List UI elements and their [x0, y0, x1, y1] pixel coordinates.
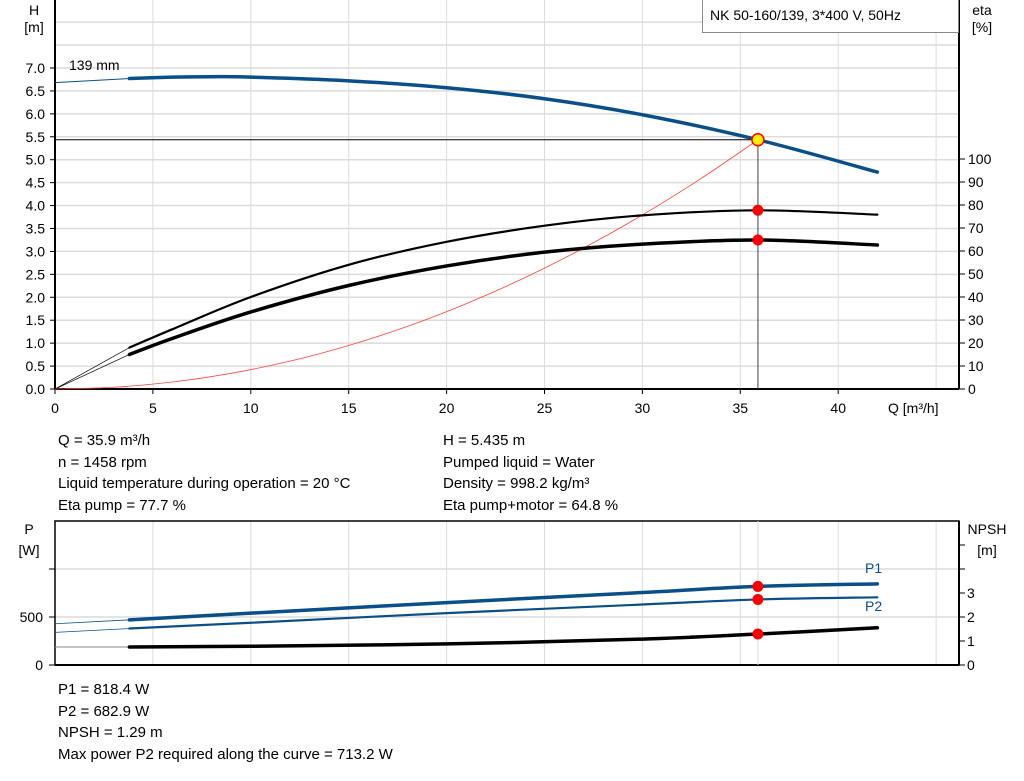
- head-curve: [127, 74, 880, 174]
- info-flow: Q = 35.9 m³/h: [58, 432, 151, 449]
- npsh-tick-label: 3: [967, 585, 975, 601]
- y-tick-label-left: 3.5: [26, 220, 46, 236]
- y-tick-label-right: 20: [968, 335, 984, 351]
- npsh-tick-label: 0: [967, 657, 975, 673]
- eta-pump-point: [752, 204, 764, 216]
- y-tick-label-left: 0.0: [26, 381, 46, 397]
- y-tick-label-left: 3.0: [26, 243, 46, 259]
- y-tick-label-left: 0.5: [26, 358, 46, 374]
- x-axis-label: Q [m³/h]: [888, 400, 939, 416]
- y-tick-label-right: 30: [968, 312, 984, 328]
- info-npsh: NPSH = 1.29 m: [58, 724, 163, 741]
- x-tick-label: 0: [51, 400, 59, 416]
- info-p1: P1 = 818.4 W: [58, 681, 150, 698]
- info-head: H = 5.435 m: [443, 432, 526, 449]
- y-tick-label-left: 6.5: [26, 83, 46, 99]
- info-p2: P2 = 682.9 W: [58, 702, 150, 720]
- p-tick-label: 0: [35, 657, 43, 673]
- y-tick-label-right: 60: [968, 243, 984, 259]
- info-top-right: H = 5.435 m Pumped liquid = Water Densit…: [443, 430, 618, 516]
- y-tick-label-left: 2.5: [26, 266, 46, 282]
- npsh-axis-unit: [m]: [977, 542, 996, 558]
- eta-pump-curve: [128, 209, 879, 349]
- duty-point: [751, 133, 765, 147]
- y-axis-label-left: H: [29, 2, 39, 18]
- y-tick-label-left: 1.5: [26, 312, 46, 328]
- info-density: Density = 998.2 kg/m³: [443, 475, 590, 492]
- p1-extension: [54, 619, 130, 625]
- info-top-left: Q = 35.9 m³/h n = 1458 rpm Liquid temper…: [58, 430, 350, 516]
- system-curve: [54, 139, 759, 390]
- y-tick-label-left: 5.0: [26, 152, 46, 168]
- y-tick-label-right: 70: [968, 220, 984, 236]
- info-eta-pump: Eta pump = 77.7 %: [58, 496, 186, 514]
- x-tick-label: 20: [439, 400, 455, 416]
- y-tick-label-left: 2.0: [26, 289, 46, 305]
- npsh-tick-label: 2: [967, 609, 975, 625]
- legend-box: [702, 0, 959, 33]
- p1-curve: [127, 582, 880, 622]
- y-tick-label-left: 7.0: [26, 60, 46, 76]
- npsh-axis-label: NPSH: [968, 521, 1007, 537]
- npsh-point: [752, 628, 764, 640]
- y-tick-label-right: 40: [968, 289, 984, 305]
- p-tick-label: 500: [20, 609, 44, 625]
- x-tick-label: 10: [243, 400, 259, 416]
- y-axis-unit-right: [%]: [972, 19, 992, 35]
- info-eta-pump-motor: Eta pump+motor = 64.8 %: [443, 496, 619, 514]
- npsh-curve: [127, 626, 880, 649]
- y-tick-label-right: 0: [968, 381, 976, 397]
- p2-extension: [54, 628, 130, 633]
- npsh-tick-label: 1: [967, 633, 975, 649]
- p1-label: P1: [865, 560, 882, 576]
- info-pumped-liquid: Pumped liquid = Water: [443, 453, 595, 471]
- y-tick-label-right: 90: [968, 174, 984, 190]
- y-tick-label-left: 4.0: [26, 198, 46, 214]
- info-max-p2: Max power P2 required along the curve = …: [58, 745, 393, 763]
- eta-pump-motor-point: [752, 234, 764, 246]
- y-tick-label-right: 50: [968, 266, 984, 282]
- eta-pump-motor-extension: [54, 354, 130, 390]
- y-axis-unit-left: [m]: [24, 19, 43, 35]
- x-tick-label: 5: [149, 400, 157, 416]
- y-tick-label-right: 80: [968, 197, 984, 213]
- y-axis-label-right: eta: [972, 2, 992, 18]
- p-axis-unit: [W]: [19, 542, 40, 558]
- eta-pump-extension: [54, 347, 130, 390]
- info-bottom: P1 = 818.4 W P2 = 682.9 W NPSH = 1.29 m …: [58, 679, 393, 765]
- y-tick-label-right: 100: [968, 151, 992, 167]
- x-tick-label: 15: [341, 400, 357, 416]
- y-tick-label-left: 1.0: [26, 335, 46, 351]
- eta-pump-motor-curve: [127, 238, 880, 357]
- impeller-annotation: 139 mm: [69, 57, 120, 73]
- y-tick-label-left: 4.5: [26, 175, 46, 191]
- p2-label: P2: [865, 598, 882, 614]
- y-tick-label-left: 6.0: [26, 106, 46, 122]
- x-tick-label: 35: [733, 400, 749, 416]
- p-axis-label: P: [24, 521, 33, 537]
- legend-title: NK 50-160/139, 3*400 V, 50Hz: [710, 7, 901, 23]
- x-tick-label: 25: [537, 400, 553, 416]
- x-tick-label: 30: [635, 400, 651, 416]
- head-curve-extension: [54, 78, 130, 84]
- info-speed: n = 1458 rpm: [58, 453, 147, 471]
- p1-point: [752, 580, 764, 592]
- p2-point: [752, 593, 764, 605]
- y-tick-label-left: 5.5: [26, 129, 46, 145]
- info-liquid-temp: Liquid temperature during operation = 20…: [58, 475, 351, 492]
- x-tick-label: 40: [830, 400, 846, 416]
- y-tick-label-right: 10: [968, 358, 984, 374]
